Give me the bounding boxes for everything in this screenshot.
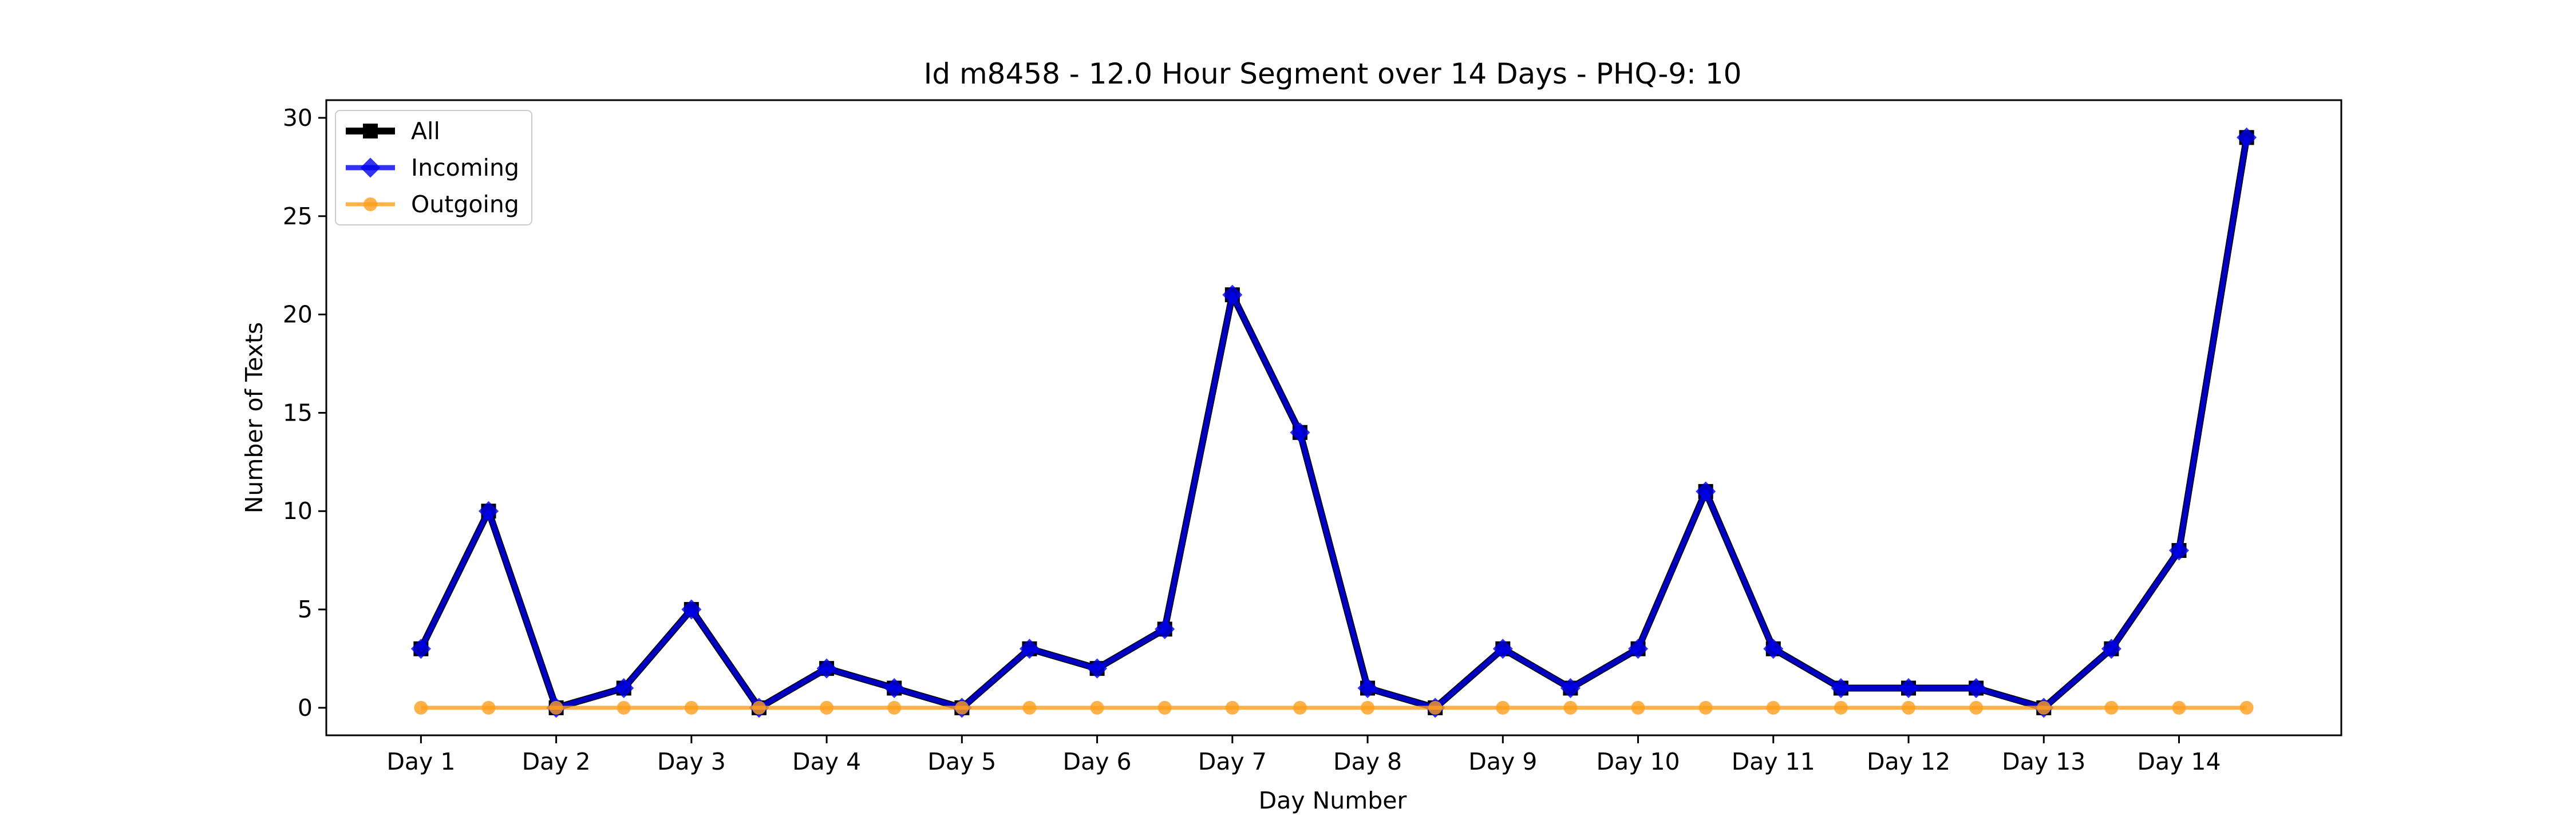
data-point-outgoing [1902,700,1916,715]
data-point-outgoing [752,700,766,715]
data-point-outgoing [1631,700,1645,715]
y-tick-label: 20 [283,301,313,328]
y-tick-label: 5 [298,596,313,623]
data-point-outgoing [2239,700,2254,715]
data-point-incoming [2168,540,2190,561]
data-point-outgoing [1225,700,1239,715]
data-point-incoming [1560,678,1581,699]
y-tick-label: 25 [283,203,313,230]
plot-frame [325,99,2342,736]
data-point-outgoing [1428,700,1443,715]
data-point-outgoing [1969,700,1984,715]
x-tick-label: Day 12 [1867,748,1950,775]
series-line-incoming [418,137,2250,711]
x-tick-label: Day 10 [1596,748,1680,775]
series-incoming [410,127,2257,718]
data-point-incoming [1627,639,1649,659]
y-tick-label: 15 [283,399,313,426]
data-point-outgoing [1834,700,1848,715]
legend-swatch-marker [363,124,378,138]
legend-label: Outgoing [411,191,519,218]
data-point-outgoing [887,700,902,715]
data-point-outgoing [1766,700,1780,715]
data-point-incoming [1290,422,1310,443]
data-point-outgoing [1293,700,1307,715]
data-point-incoming [816,658,837,679]
series-line-all [417,137,2250,711]
data-point-incoming [1019,639,1040,659]
data-point-incoming [614,678,634,699]
x-tick-label: Day 11 [1732,748,1815,775]
data-point-outgoing [414,700,428,715]
data-point-incoming [2101,639,2121,659]
legend-frame [335,110,532,225]
data-point-incoming [2237,127,2257,148]
x-tick-label: Day 13 [2002,748,2085,775]
data-point-outgoing [955,700,969,715]
y-axis-label: Number of Texts [240,322,268,514]
x-tick-label: Day 8 [1333,748,1402,775]
data-point-outgoing [617,700,631,715]
x-tick-label: Day 2 [522,748,591,775]
data-point-outgoing [820,700,834,715]
series-all [413,130,2254,715]
series-layer [410,127,2257,718]
data-point-incoming [1831,678,1851,699]
data-point-outgoing [1563,700,1578,715]
data-point-outgoing [1157,700,1172,715]
legend: All Incoming Outgoing [335,110,532,225]
data-point-incoming [410,639,431,659]
data-point-outgoing [684,700,698,715]
data-point-incoming [1087,658,1108,679]
data-point-incoming [478,501,499,521]
y-tick-label: 10 [283,497,313,525]
x-tick-label: Day 7 [1198,748,1267,775]
data-point-incoming [1357,678,1378,699]
data-point-outgoing [549,700,563,715]
x-tick-label: Day 1 [386,748,455,775]
legend-swatch-marker [364,197,377,211]
y-tick-label: 30 [283,104,313,132]
x-axis: Day 1 Day 2 Day 3 Day 4 Day 5 Day 6 Day 7 Day 8… [386,735,2221,775]
data-point-incoming [884,678,904,699]
y-axis: 0 5 10 15 20 25 30 [283,104,326,722]
data-point-outgoing [481,700,496,715]
x-tick-label: Day 4 [792,748,861,775]
data-point-incoming [1492,639,1513,659]
data-point-outgoing [2104,700,2119,715]
y-tick-label: 0 [298,694,313,722]
legend-label: All [411,117,440,145]
data-point-incoming [681,599,702,620]
data-point-outgoing [1698,700,1713,715]
x-axis-label: Day Number [1259,787,1407,814]
data-point-incoming [1696,481,1716,502]
data-point-outgoing [2172,700,2186,715]
x-tick-label: Day 14 [2137,748,2221,775]
data-point-outgoing [1361,700,1375,715]
data-point-incoming [1898,678,1919,699]
legend-swatch-marker [360,157,381,178]
legend-label: Incoming [411,154,519,181]
data-point-outgoing [1022,700,1037,715]
data-point-outgoing [1496,700,1510,715]
data-point-outgoing [1090,700,1104,715]
x-tick-label: Day 9 [1468,748,1537,775]
data-point-incoming [1222,284,1243,305]
x-tick-label: Day 3 [657,748,726,775]
data-point-outgoing [2037,700,2051,715]
data-point-incoming [1155,619,1175,639]
series-outgoing [414,700,2254,715]
data-point-incoming [1966,678,1986,699]
chart-title: Id m8458 - 12.0 Hour Segment over 14 Day… [924,57,1742,90]
x-tick-label: Day 5 [927,748,996,775]
x-tick-label: Day 6 [1063,748,1132,775]
data-point-incoming [1763,639,1784,659]
